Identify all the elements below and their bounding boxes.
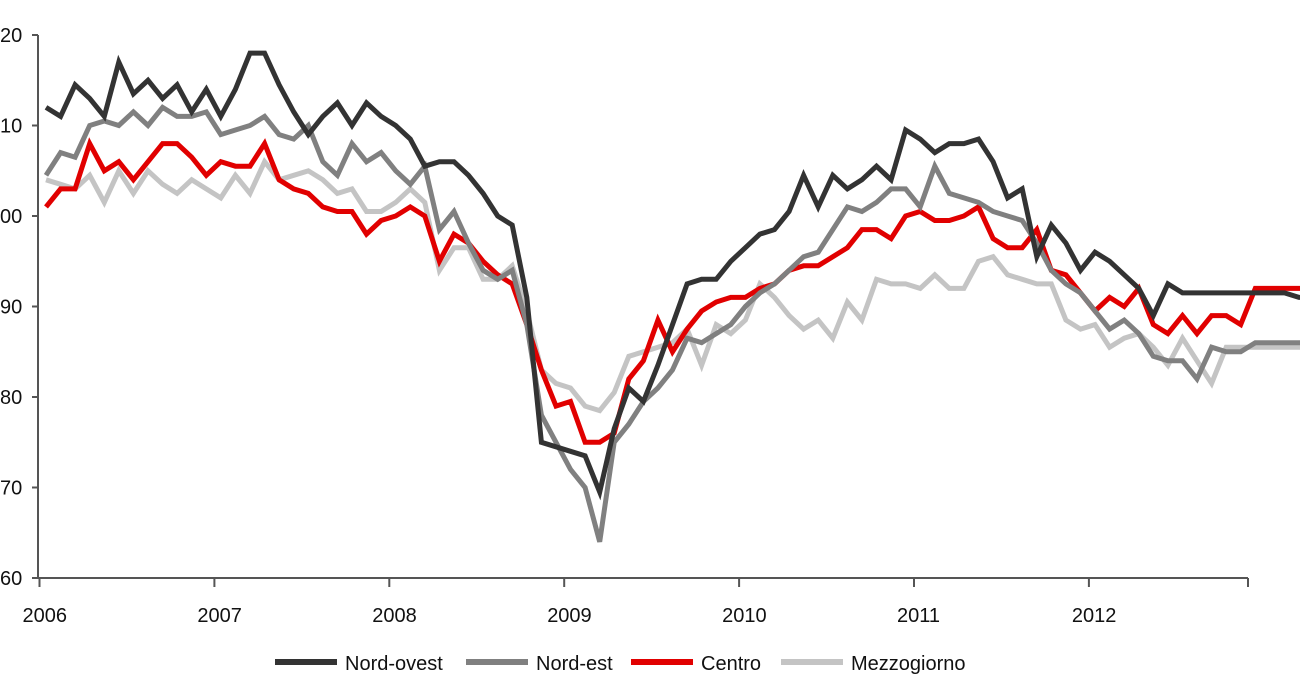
y-tick-label: 20: [0, 25, 22, 47]
x-tick-label: 2010: [722, 605, 767, 627]
x-tick-label: 2008: [372, 605, 417, 627]
series-line-nord-ovest: [44, 50, 1300, 501]
series-layer: [43, 50, 1300, 543]
legend: Nord-ovest Nord-est Centro Mezzogiorno: [275, 653, 966, 675]
y-tick-label: 80: [0, 387, 22, 409]
y-tick-label: 10: [0, 116, 22, 138]
y-tick-label: 00: [0, 206, 22, 228]
series-line-mezzogiorno: [45, 156, 1300, 414]
y-tick-label: 90: [0, 297, 22, 319]
legend-label-nord-est: Nord-est: [536, 653, 613, 675]
y-tick-label: 70: [0, 478, 22, 500]
ticks-layer: 60 70 80 90 00 10 20 2006 2007 2008 2009 2010 2011 20…: [0, 25, 1249, 627]
x-tick-label: 2011: [897, 605, 940, 627]
legend-label-centro: Centro: [701, 653, 761, 675]
y-tick-label: 60: [0, 568, 22, 590]
x-tick-label: 2012: [1072, 605, 1117, 627]
x-tick-label: 2009: [547, 605, 592, 627]
x-tick-label: 2006: [23, 605, 68, 627]
series-line-nord-est: [43, 104, 1300, 543]
series-line-centro: [44, 137, 1300, 445]
legend-label-nord-ovest: Nord-ovest: [345, 653, 443, 675]
x-tick-label: 2007: [197, 605, 242, 627]
legend-label-mezzogiorno: Mezzogiorno: [851, 653, 966, 675]
